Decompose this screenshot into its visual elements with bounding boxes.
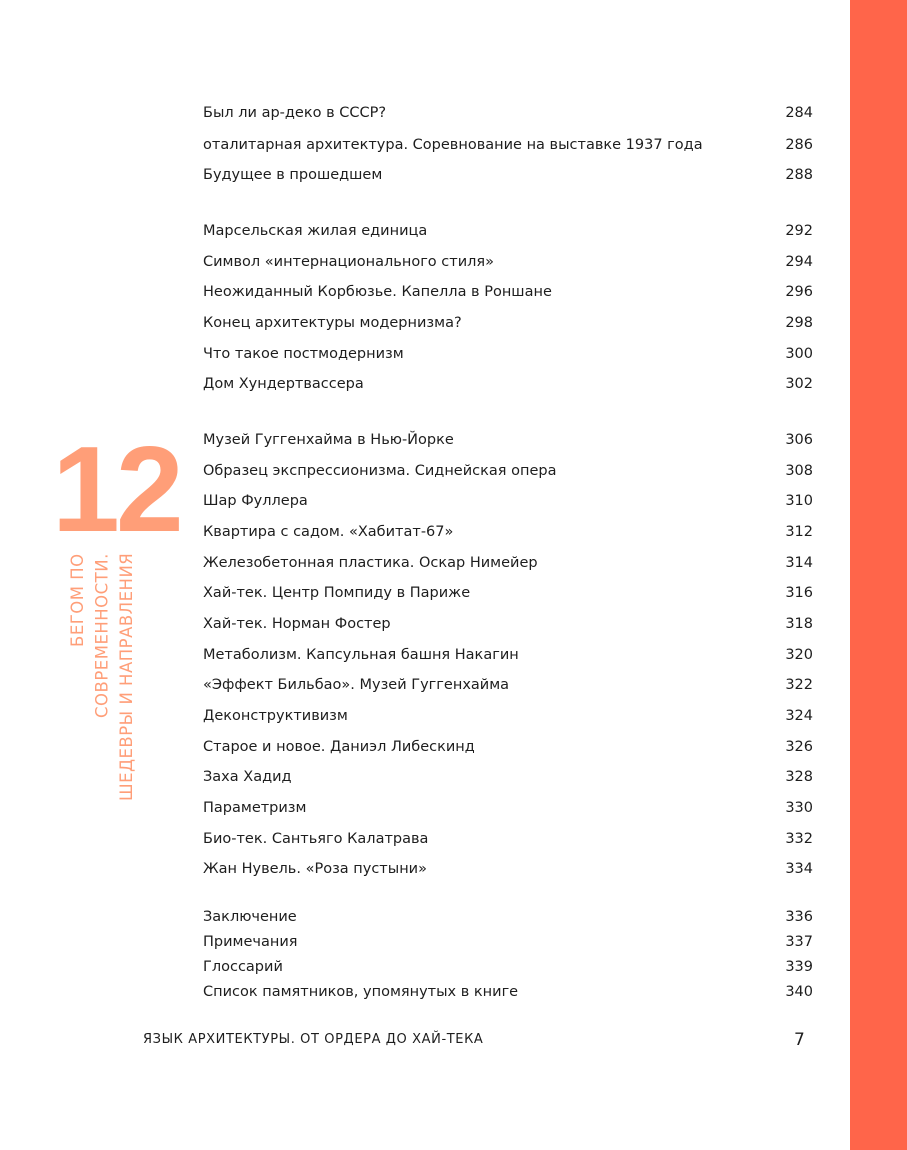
toc-entry-page: 312	[785, 524, 813, 540]
toc-entry-page: 328	[785, 769, 813, 785]
toc-entry-page: 298	[785, 315, 813, 331]
toc-entry-title: Параметризм	[203, 800, 307, 816]
toc-entry-page: 332	[785, 831, 813, 847]
toc-entry[interactable]: Квартира с садом. «Хабитат-67» 312	[203, 522, 813, 542]
toc-entry[interactable]: Шар Фуллера 310	[203, 491, 813, 511]
toc-entry-title: Квартира с садом. «Хабитат-67»	[203, 524, 454, 540]
toc-entry-title: Старое и новое. Даниэл Либескинд	[203, 739, 475, 755]
toc-entry-page: 314	[785, 555, 813, 571]
toc-entry-title: Образец экспрессионизма. Сиднейская опер…	[203, 463, 557, 479]
toc-entry-page: 294	[785, 254, 813, 270]
toc-entry-title: Что такое постмодернизм	[203, 346, 404, 362]
chapter-number: 12	[52, 421, 184, 557]
toc-entry-title: Дом Хундертвассера	[203, 376, 364, 392]
toc-entry-page: 300	[785, 346, 813, 362]
toc-entry-page: 308	[785, 463, 813, 479]
chapter-title-line: БЕГОМ ПО	[68, 553, 87, 647]
page-number: 7	[794, 1030, 805, 1050]
toc-entry-title: Хай-тек. Норман Фостер	[203, 616, 391, 632]
toc-entry-page: 306	[785, 432, 813, 448]
toc-entry[interactable]: Заключение 336	[203, 907, 813, 927]
toc-entry[interactable]: Параметризм 330	[203, 798, 813, 818]
toc-entry-title: Деконструктивизм	[203, 708, 348, 724]
toc-entry-title: «Эффект Бильбао». Музей Гуггенхайма	[203, 677, 510, 693]
toc-entry[interactable]: Неожиданный Корбюзье. Капелла в Роншане 2…	[203, 282, 813, 302]
toc-entry-page: 336	[785, 909, 813, 925]
chapter-title-line: СОВРЕМЕННОСТИ.	[92, 553, 112, 718]
toc-entry-page: 316	[785, 585, 813, 601]
toc-entry[interactable]: Образец экспрессионизма. Сиднейская опер…	[203, 461, 813, 481]
toc-entry[interactable]: Что такое постмодернизм 300	[203, 344, 813, 364]
toc-entry[interactable]: Заха Хадид 328	[203, 767, 813, 787]
accent-side-bar	[850, 0, 907, 1150]
toc-entry-page: 296	[785, 284, 813, 300]
toc-entry[interactable]: Деконструктивизм 324	[203, 706, 813, 726]
toc-entry[interactable]: Марсельская жилая единица 292	[203, 221, 813, 241]
toc-entry-title: Будущее в прошедшем	[203, 167, 383, 183]
toc-entry-title: Примечания	[203, 934, 298, 950]
running-footer-title: ЯЗЫК АРХИТЕКТУРЫ. ОТ ОРДЕРА ДО ХАЙ-ТЕКА	[143, 1032, 484, 1047]
toc-entry-title: Хай-тек. Центр Помпиду в Париже	[203, 585, 471, 601]
toc-entry-page: 288	[785, 167, 813, 183]
toc-entry[interactable]: «Эффект Бильбао». Музей Гуггенхайма 322	[203, 675, 813, 695]
toc-entry[interactable]: Метаболизм. Капсульная башня Накагин 320	[203, 645, 813, 665]
toc-entry[interactable]: Жан Нувель. «Роза пустыни» 334	[203, 859, 813, 879]
toc-entry-page: 326	[785, 739, 813, 755]
toc-entry-title: Список памятников, упомянутых в книге	[203, 984, 519, 1000]
toc-entry-title: Неожиданный Корбюзье. Капелла в Роншане	[203, 284, 552, 300]
toc-entry-page: 284	[785, 105, 813, 121]
toc-entry[interactable]: Будущее в прошедшем 288	[203, 165, 813, 185]
toc-entry-page: 337	[785, 934, 813, 950]
chapter-title: БЕГОМ ПО СОВРЕМЕННОСТИ. ШЕДЕВРЫ И НАПРАВ…	[66, 553, 140, 813]
toc-entry-title: Жан Нувель. «Роза пустыни»	[203, 861, 427, 877]
toc-entry-title: Символ «интернационального стиля»	[203, 254, 494, 270]
toc-entry-title: Был ли ар-деко в СССР?	[203, 105, 387, 121]
toc-entry-title: Марсельская жилая единица	[203, 223, 428, 239]
toc-entry-page: 292	[785, 223, 813, 239]
toc-entry[interactable]: Дом Хундертвассера 302	[203, 374, 813, 394]
toc-entry[interactable]: Примечания 337	[203, 932, 813, 952]
toc-entry-title: оталитарная архитектура. Соревнование на…	[203, 137, 703, 153]
toc-entry-page: 330	[785, 800, 813, 816]
toc-entry[interactable]: Старое и новое. Даниэл Либескинд 326	[203, 737, 813, 757]
toc-entry-page: 318	[785, 616, 813, 632]
toc-entry-title: Глоссарий	[203, 959, 283, 975]
toc-entry[interactable]: Был ли ар-деко в СССР? 284	[203, 103, 813, 123]
toc-entry[interactable]: Глоссарий 339	[203, 957, 813, 977]
toc-entry-title: Био-тек. Сантьяго Калатрава	[203, 831, 429, 847]
toc-entry-page: 334	[785, 861, 813, 877]
toc-entry[interactable]: Хай-тек. Центр Помпиду в Париже 316	[203, 583, 813, 603]
toc-entry-page: 322	[785, 677, 813, 693]
toc-entry[interactable]: Хай-тек. Норман Фостер 318	[203, 614, 813, 634]
toc-entry-title: Железобетонная пластика. Оскар Нимейер	[203, 555, 538, 571]
toc-entry-title: Музей Гуггенхайма в Нью-Йорке	[203, 432, 454, 448]
toc-entry-page: 320	[785, 647, 813, 663]
chapter-title-line: ШЕДЕВРЫ И НАПРАВЛЕНИЯ	[117, 553, 136, 802]
toc-entry-page: 324	[785, 708, 813, 724]
toc-entry-title: Шар Фуллера	[203, 493, 308, 509]
toc-entry-title: Конец архитектуры модернизма?	[203, 315, 462, 331]
toc-entry[interactable]: Список памятников, упомянутых в книге 340	[203, 982, 813, 1002]
toc-entry-page: 302	[785, 376, 813, 392]
toc-entry-title: Метаболизм. Капсульная башня Накагин	[203, 647, 519, 663]
toc-entry-title: Заха Хадид	[203, 769, 292, 785]
toc-entry-page: 310	[785, 493, 813, 509]
toc-entry[interactable]: Железобетонная пластика. Оскар Нимейер 31…	[203, 553, 813, 573]
toc-entry[interactable]: Символ «интернационального стиля» 294	[203, 252, 813, 272]
toc-entry[interactable]: оталитарная архитектура. Соревнование на…	[203, 135, 813, 155]
toc-entry-page: 340	[785, 984, 813, 1000]
toc-entry[interactable]: Био-тек. Сантьяго Калатрава 332	[203, 829, 813, 849]
toc-entry[interactable]: Музей Гуггенхайма в Нью-Йорке 306	[203, 430, 813, 450]
toc-entry[interactable]: Конец архитектуры модернизма? 298	[203, 313, 813, 333]
toc-entry-page: 286	[785, 137, 813, 153]
toc-entry-title: Заключение	[203, 909, 297, 925]
toc-entry-page: 339	[785, 959, 813, 975]
